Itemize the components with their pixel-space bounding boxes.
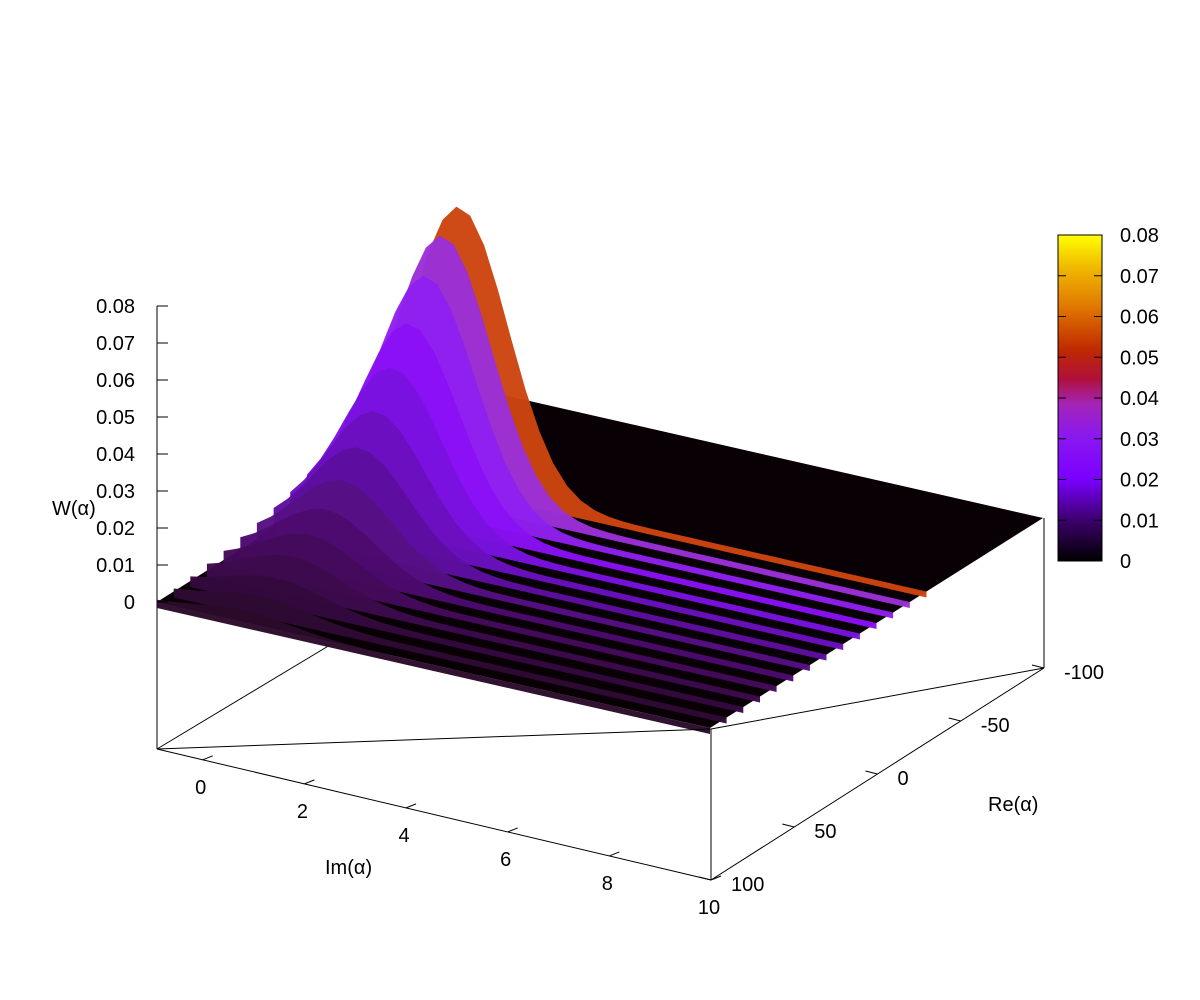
- colorbar-tick-label: 0.02: [1120, 470, 1159, 492]
- surface-ridge: [223, 533, 777, 692]
- im-axis-ticks: 0 2 4 6 8 10: [195, 755, 722, 919]
- back-left-edge: [156, 644, 331, 750]
- surface-ridge: [157, 599, 710, 734]
- surface-ridge: [173, 588, 727, 724]
- surface-ridge: [190, 575, 744, 713]
- im-tick-label: 10: [698, 897, 720, 919]
- surface-ridge: [240, 509, 794, 682]
- im-tick-mark: [609, 851, 620, 857]
- re-axis-ticks: -100 -50 0 50 100: [698, 662, 1104, 896]
- im-axis-title: Im(α): [325, 857, 372, 879]
- re-axis-line: [710, 667, 1045, 730]
- z-tick-label: 0.06: [96, 370, 135, 392]
- z-tick-label: 0.07: [96, 333, 135, 355]
- z-axis-title: W(α): [52, 498, 96, 520]
- colorbar-tick-label: 0.08: [1120, 225, 1159, 247]
- z-tick-label: 0.05: [96, 407, 135, 429]
- re-tick-label: 50: [814, 821, 836, 843]
- im-tick-mark: [202, 755, 213, 761]
- re-tick-label: -50: [981, 715, 1010, 737]
- im-tick-mark: [507, 827, 518, 833]
- colorbar-tick-label: 0: [1120, 551, 1131, 573]
- surface-ridge: [256, 480, 810, 671]
- colorbar-ticks: 0 0.01 0.02 0.03 0.04 0.05 0.06 0.07 0.08: [1058, 225, 1159, 573]
- colorbar-tick-label: 0.04: [1120, 388, 1159, 410]
- re-tick-label: 100: [731, 874, 764, 896]
- im-tick-label: 6: [500, 849, 511, 871]
- surface-ridge: [206, 554, 760, 703]
- im-tick-label: 0: [195, 777, 206, 799]
- re-tick-mark: [865, 770, 878, 775]
- z-tick-label: 0: [124, 592, 135, 614]
- z-tick-label: 0.03: [96, 481, 135, 503]
- re-tick-mark: [1031, 664, 1045, 669]
- re-tick-mark: [782, 823, 795, 828]
- re-axis-title: Re(α): [988, 794, 1038, 816]
- im-tick-label: 2: [297, 801, 308, 823]
- im-axis-front-line: [156, 748, 712, 881]
- re-tick-mark: [948, 717, 961, 722]
- im-tick-mark: [304, 779, 315, 785]
- surface-mesh: [157, 206, 1043, 734]
- colorbar-tick-label: 0.03: [1120, 429, 1159, 451]
- im-axis-line: [156, 728, 712, 750]
- im-tick-label: 4: [398, 825, 409, 847]
- z-tick-label: 0.04: [96, 444, 135, 466]
- z-axis-ticks: 0 0.01 0.02 0.03 0.04 0.05 0.06 0.07 0.08: [96, 296, 168, 614]
- colorbar-tick-label: 0.06: [1120, 307, 1159, 329]
- im-tick-mark: [405, 803, 417, 809]
- im-tick-mark: [710, 875, 722, 881]
- im-tick-label: 8: [602, 873, 613, 895]
- z-tick-label: 0.08: [96, 296, 135, 318]
- z-tick-label: 0.01: [96, 555, 135, 577]
- z-tick-label: 0.02: [96, 518, 135, 540]
- colorbar-tick-label: 0.07: [1120, 266, 1159, 288]
- colorbar-tick-label: 0.05: [1120, 347, 1159, 369]
- re-tick-label: 0: [898, 768, 909, 790]
- re-tick-label: -100: [1064, 662, 1104, 684]
- re-tick-mark: [698, 876, 712, 881]
- colorbar-tick-label: 0.01: [1120, 510, 1159, 532]
